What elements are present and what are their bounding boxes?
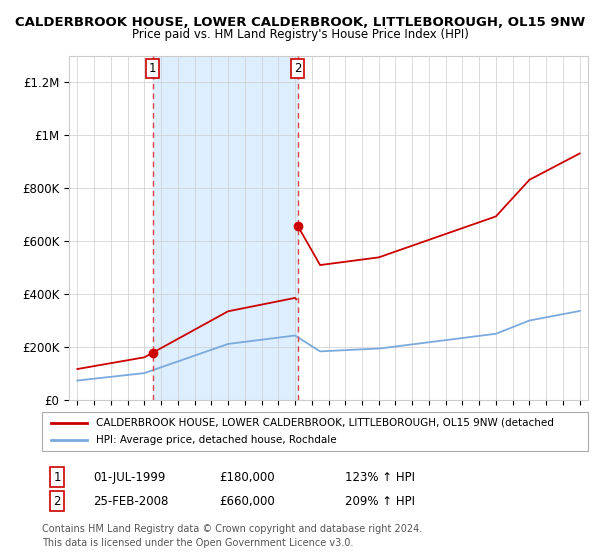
Text: 2: 2 <box>53 494 61 508</box>
Text: 1: 1 <box>53 470 61 484</box>
Text: CALDERBROOK HOUSE, LOWER CALDERBROOK, LITTLEBOROUGH, OL15 9NW (detached: CALDERBROOK HOUSE, LOWER CALDERBROOK, LI… <box>96 418 554 428</box>
Text: Price paid vs. HM Land Registry's House Price Index (HPI): Price paid vs. HM Land Registry's House … <box>131 28 469 41</box>
Text: 25-FEB-2008: 25-FEB-2008 <box>93 494 169 508</box>
Text: 123% ↑ HPI: 123% ↑ HPI <box>345 470 415 484</box>
Text: 01-JUL-1999: 01-JUL-1999 <box>93 470 166 484</box>
Bar <box>153 56 298 400</box>
Text: £660,000: £660,000 <box>219 494 275 508</box>
Text: 1: 1 <box>149 62 157 74</box>
Text: 209% ↑ HPI: 209% ↑ HPI <box>345 494 415 508</box>
Text: 2: 2 <box>294 62 301 74</box>
Text: £180,000: £180,000 <box>219 470 275 484</box>
Text: HPI: Average price, detached house, Rochdale: HPI: Average price, detached house, Roch… <box>96 435 337 445</box>
Text: Contains HM Land Registry data © Crown copyright and database right 2024.: Contains HM Land Registry data © Crown c… <box>42 524 422 534</box>
Text: CALDERBROOK HOUSE, LOWER CALDERBROOK, LITTLEBOROUGH, OL15 9NW: CALDERBROOK HOUSE, LOWER CALDERBROOK, LI… <box>15 16 585 29</box>
Text: This data is licensed under the Open Government Licence v3.0.: This data is licensed under the Open Gov… <box>42 538 353 548</box>
